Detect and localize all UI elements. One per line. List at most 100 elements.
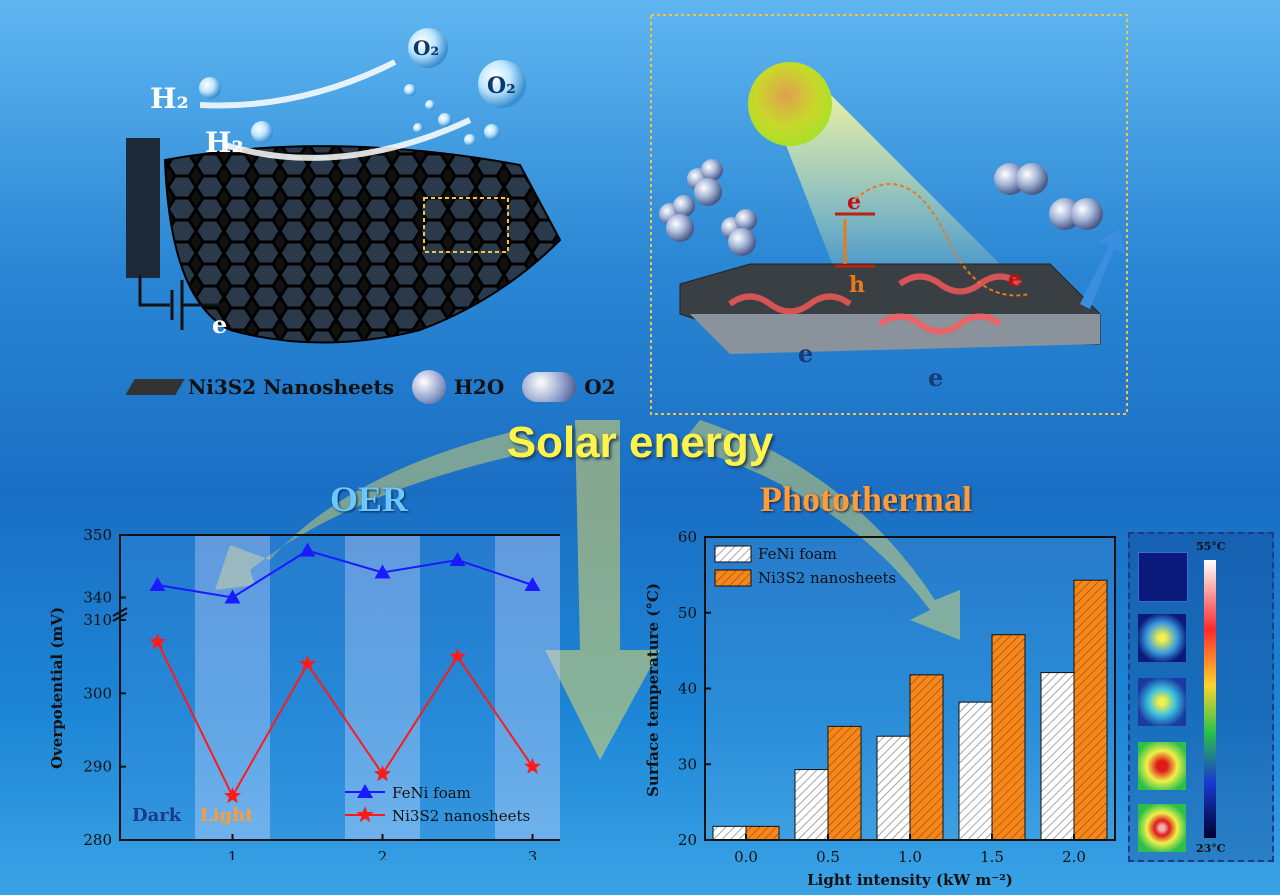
- o2-icon: [522, 372, 577, 402]
- band-label: Dark: [132, 805, 182, 826]
- reaction-arrow-1: [199, 59, 397, 109]
- dark-band: [270, 535, 345, 840]
- triangle-marker: [449, 552, 466, 566]
- bar: [1040, 672, 1075, 841]
- photothermal-inset: e h e e e: [650, 14, 1128, 415]
- thermal-image: [1138, 742, 1186, 790]
- legend-label: Ni3S2 nanosheets: [758, 569, 896, 587]
- bar: [909, 674, 944, 841]
- y-tick-label: 340: [83, 589, 112, 607]
- water-molecules: [659, 159, 757, 256]
- y-tick-label: 30: [678, 755, 697, 773]
- heat-wave: [878, 313, 1002, 335]
- oer-legend: FeNi foam Ni3S2 nanosheets: [345, 784, 530, 825]
- triangle-marker: [357, 784, 373, 798]
- oer-title: OER: [330, 479, 409, 519]
- triangle-marker: [374, 564, 391, 579]
- hole-label: h: [849, 272, 865, 298]
- y-axis-label: Surface temperature (°C): [644, 583, 662, 797]
- x-tick-label: 0.5: [816, 848, 840, 866]
- star-marker: [373, 765, 392, 782]
- scale-max-label: 55°C: [1196, 540, 1226, 553]
- heat-wave: [728, 293, 852, 315]
- x-tick-label: 2: [378, 848, 388, 860]
- series-line: [157, 549, 533, 599]
- bar: [794, 769, 829, 841]
- oxygen-formula: O₂: [413, 36, 439, 60]
- small-bubble: [404, 84, 416, 96]
- axis-break: [112, 607, 128, 617]
- thermal-image: [1138, 804, 1186, 852]
- x-tick-label: 3: [528, 848, 538, 860]
- oxygen-molecules: [994, 163, 1103, 230]
- arrow-down: [545, 420, 660, 760]
- bar: [1073, 579, 1108, 841]
- band-label: Light: [200, 805, 254, 826]
- legend-swatch: [714, 569, 752, 587]
- legend-nanosheets-label: Ni3S2 Nanosheets: [188, 375, 394, 399]
- x-tick-label: 0.0: [734, 848, 758, 866]
- series-line: [156, 641, 534, 799]
- material-legend: Ni3S2 Nanosheets H2O O2: [125, 370, 616, 404]
- y-tick-label: 310: [83, 611, 112, 629]
- reaction-arrow-2: [224, 117, 472, 161]
- arrow-to-photothermal: [680, 420, 960, 640]
- small-bubble: [484, 124, 500, 140]
- electron-label: e: [847, 189, 861, 215]
- release-arrow: [1080, 229, 1125, 309]
- electron-label: e: [212, 310, 227, 339]
- x-tick-label: 1: [228, 848, 238, 860]
- bar: [827, 725, 862, 841]
- light-band: [495, 535, 560, 840]
- solar-energy-title: Solar energy: [506, 418, 774, 467]
- bar: [745, 825, 780, 841]
- thermal-image: [1138, 614, 1186, 662]
- sun-icon: [748, 62, 832, 146]
- scale-min-label: 23°C: [1196, 842, 1226, 855]
- electron-path: [854, 183, 1031, 297]
- color-scale-bar: [1204, 560, 1216, 838]
- h2o-icon: [412, 370, 446, 404]
- bar: [712, 825, 747, 841]
- photothermal-chart: 0.0 0.5 1.0 1.5 2.0 20 30 40 50 60 Surface temper…: [644, 528, 1116, 889]
- y-tick-label: 350: [83, 526, 112, 544]
- electron-label: e: [1008, 266, 1022, 292]
- legend-label: FeNi foam: [392, 784, 471, 802]
- x-tick-label: 1.0: [898, 848, 922, 866]
- small-bubble: [464, 134, 476, 146]
- electrode-bar: [126, 138, 160, 278]
- y-tick-label: 300: [83, 684, 112, 702]
- legend-label: Ni3S2 nanosheets: [392, 807, 530, 825]
- small-bubble: [438, 113, 452, 127]
- thermal-image-panel: 55°C 23°C: [1128, 532, 1274, 862]
- star-marker: [448, 647, 467, 664]
- oxygen-bubble: [408, 28, 448, 68]
- star-marker: [223, 787, 242, 804]
- light-band: [345, 535, 420, 840]
- bar: [876, 735, 911, 841]
- thermal-image: [1138, 552, 1188, 602]
- zoom-box: [423, 197, 509, 253]
- oxygen-formula: O₂: [487, 73, 516, 99]
- water-molecule: [199, 77, 221, 99]
- y-tick-label: 280: [83, 831, 112, 849]
- dark-band: [420, 535, 495, 840]
- y-axis-label: Overpotential (mV): [48, 607, 66, 769]
- y-tick-label: 40: [678, 680, 697, 698]
- small-bubble: [425, 100, 435, 110]
- inset-frame: [650, 14, 1128, 415]
- heat-wave: [898, 273, 1022, 295]
- bar: [991, 634, 1026, 841]
- water-molecule: [251, 121, 273, 143]
- x-axis-label: Light intensity (kW m⁻²): [807, 871, 1013, 889]
- y-tick-label: 290: [83, 758, 112, 776]
- oxygen-bubble: [478, 60, 526, 108]
- legend-swatch: [714, 545, 752, 563]
- electron-label: e: [928, 363, 943, 392]
- arrow-to-oer: [215, 430, 540, 590]
- bar-legend: FeNi foam Ni3S2 nanosheets: [714, 545, 896, 587]
- triangle-marker: [524, 577, 541, 591]
- water-formula: H₂: [150, 82, 189, 115]
- oer-chart: Overpotential (mV) 340 350 280 290 300 310 1 2 3…: [48, 526, 560, 860]
